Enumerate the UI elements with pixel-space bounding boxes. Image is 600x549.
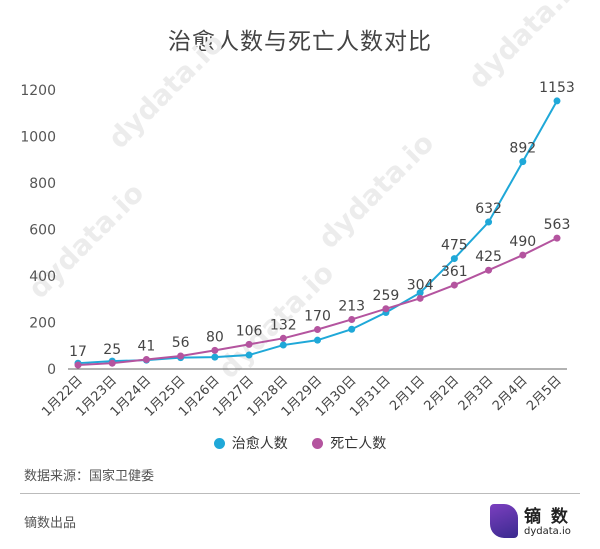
divider [20, 493, 580, 494]
data-point [519, 251, 527, 259]
y-tick-label: 0 [47, 362, 56, 378]
watermark-text: dydata.io [22, 176, 151, 305]
logo-mark-icon [490, 504, 518, 538]
data-label: 892 [509, 141, 536, 157]
y-tick-label: 400 [29, 269, 56, 285]
legend-item-deaths[interactable]: 死亡人数 [312, 433, 386, 453]
data-point [142, 355, 150, 363]
data-label: 490 [509, 234, 536, 250]
data-label: 425 [475, 249, 502, 265]
data-point [348, 325, 356, 333]
data-point [485, 218, 493, 226]
data-point [553, 234, 561, 242]
y-tick-label: 600 [29, 223, 56, 239]
data-label: 1153 [539, 80, 575, 96]
data-label: 361 [441, 264, 468, 280]
data-point [416, 294, 424, 302]
legend-swatch-deaths [312, 437, 324, 449]
data-label: 41 [138, 338, 156, 354]
data-point [211, 353, 219, 361]
data-point [382, 305, 390, 313]
data-label: 304 [407, 277, 434, 293]
data-label: 80 [206, 329, 224, 345]
x-tick-label: 2月2日 [421, 373, 462, 414]
line-chart: dydata.iodydata.iodydata.iodydata.iodyda… [20, 0, 590, 420]
data-label: 56 [172, 335, 190, 351]
x-tick-label: 2月4日 [490, 373, 531, 414]
data-point [450, 255, 458, 263]
x-tick-label: 2月3日 [456, 373, 497, 414]
legend-swatch-cured [213, 437, 225, 449]
x-tick-label: 2月1日 [387, 373, 428, 414]
data-point [74, 361, 82, 369]
data-label: 475 [441, 238, 468, 254]
y-tick-label: 1200 [20, 83, 56, 99]
legend: 治愈人数 死亡人数 [0, 433, 600, 453]
watermark-text: dydata.io [102, 26, 231, 155]
data-point [450, 281, 458, 289]
data-point [553, 97, 561, 105]
data-point [416, 289, 424, 297]
data-label: 170 [304, 308, 331, 324]
x-tick-label: 2月5日 [524, 373, 565, 414]
data-label: 632 [475, 201, 502, 217]
legend-label-deaths: 死亡人数 [330, 436, 387, 452]
data-point [108, 359, 116, 367]
y-tick-label: 1000 [20, 130, 56, 146]
legend-label-cured: 治愈人数 [231, 436, 288, 452]
legend-item-cured[interactable]: 治愈人数 [213, 433, 288, 453]
data-point [314, 336, 321, 344]
data-point [245, 340, 253, 348]
data-label: 25 [103, 342, 121, 358]
logo-name: 镝 数 [524, 507, 570, 527]
data-label: 563 [544, 217, 571, 233]
data-label: 132 [270, 317, 297, 333]
data-point [211, 346, 219, 354]
watermark-text: dydata.io [312, 126, 441, 255]
y-tick-label: 800 [29, 176, 56, 192]
chart-title: 治愈人数与死亡人数对比 [168, 29, 432, 55]
data-label: 17 [69, 344, 87, 360]
data-label: 213 [338, 298, 365, 314]
data-point [314, 325, 321, 333]
logo-url: dydata.io [524, 526, 571, 537]
data-point [245, 351, 253, 359]
y-tick-label: 200 [29, 316, 56, 332]
data-label: 259 [373, 288, 400, 304]
data-point [348, 315, 356, 323]
data-source: 数据来源：国家卫健委 [24, 469, 155, 484]
data-label: 106 [236, 323, 263, 339]
credit-text: 镝数出品 [24, 516, 77, 531]
data-point [279, 334, 287, 342]
data-point [519, 158, 527, 166]
data-point [177, 352, 185, 360]
brand-logo: 镝 数 dydata.io [490, 500, 580, 544]
data-point [485, 266, 493, 274]
data-point [279, 341, 287, 349]
